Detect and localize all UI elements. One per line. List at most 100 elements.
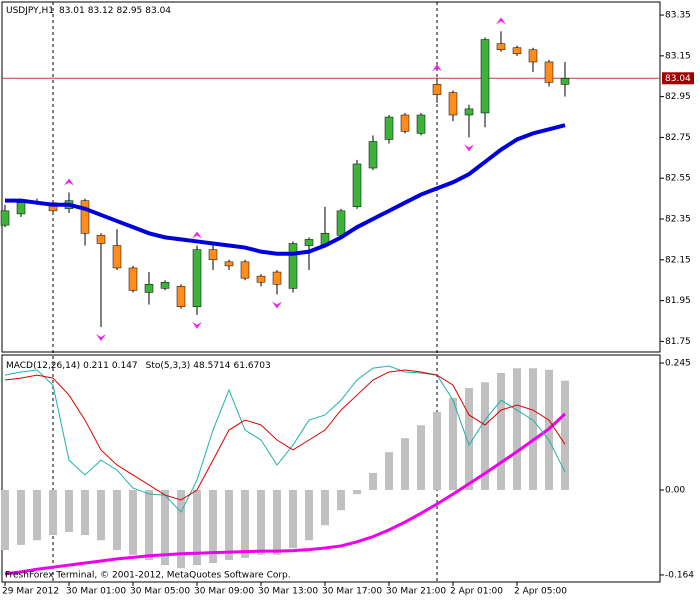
candle-body bbox=[240, 261, 250, 279]
histogram-bar bbox=[129, 489, 137, 555]
histogram-bar bbox=[1, 489, 9, 551]
histogram-bar bbox=[145, 489, 153, 560]
candle-body bbox=[80, 200, 90, 234]
candle-body bbox=[96, 235, 106, 244]
histogram-bar bbox=[561, 380, 569, 490]
stochastic-line bbox=[4, 369, 566, 501]
histogram-bar bbox=[529, 368, 537, 490]
x-tick-label: 30 Mar 17:00 bbox=[322, 587, 382, 597]
y-tick-label: 82.55 bbox=[665, 174, 691, 184]
candle-body bbox=[304, 239, 314, 246]
histogram-bar bbox=[513, 368, 521, 490]
fractal-down bbox=[272, 301, 282, 309]
histogram-bar bbox=[465, 387, 473, 490]
histogram-bar bbox=[369, 472, 377, 490]
histogram-bar bbox=[209, 489, 217, 564]
fractal-down bbox=[96, 334, 106, 342]
candle-body bbox=[192, 249, 202, 307]
candle-body bbox=[368, 141, 378, 169]
main-panel bbox=[1, 1, 661, 353]
histogram-bar bbox=[113, 489, 121, 551]
histogram-bar bbox=[481, 382, 489, 490]
x-tick-label: 30 Mar 09:00 bbox=[194, 587, 254, 597]
fractal-up bbox=[192, 231, 202, 239]
x-tick-label: 2 Apr 05:00 bbox=[514, 587, 567, 597]
y-tick-label: 83.15 bbox=[665, 51, 691, 61]
histogram-bar bbox=[225, 489, 233, 560]
candle-body bbox=[256, 275, 266, 283]
histogram-bar bbox=[65, 489, 73, 532]
sto-title: Sto(5,3,3) bbox=[146, 361, 191, 371]
fractal-down bbox=[192, 321, 202, 329]
histogram-bar bbox=[449, 397, 457, 490]
y-tick-label: 82.75 bbox=[665, 133, 691, 143]
x-tick-label: 30 Mar 05:00 bbox=[130, 587, 190, 597]
histogram-bar bbox=[385, 452, 393, 490]
moving-average bbox=[5, 123, 566, 256]
histogram-bar bbox=[497, 372, 505, 490]
quote: 83.01 bbox=[59, 6, 85, 16]
x-tick-label: 30 Mar 01:00 bbox=[66, 587, 126, 597]
candle-body bbox=[16, 202, 26, 215]
candle-body bbox=[464, 108, 474, 116]
quote: 83.12 bbox=[88, 6, 114, 16]
candle-body bbox=[176, 286, 186, 307]
y-tick-label: 81.95 bbox=[665, 296, 691, 306]
candle-body bbox=[544, 61, 554, 83]
sto-value: 48.5714 bbox=[193, 361, 230, 371]
candle-body bbox=[384, 116, 394, 140]
histogram-bar bbox=[97, 489, 105, 541]
histogram-bar bbox=[289, 489, 297, 549]
macd-value: 0.147 bbox=[112, 361, 138, 371]
stochastic-line bbox=[4, 365, 566, 513]
candle-body bbox=[112, 245, 122, 269]
y-tick-label: -0.164 bbox=[665, 570, 694, 580]
candle-body bbox=[288, 243, 298, 289]
candle-body bbox=[224, 261, 234, 267]
candle-body bbox=[336, 210, 346, 236]
candle-body bbox=[0, 210, 10, 226]
y-tick-label: 82.35 bbox=[665, 215, 691, 225]
candle-body bbox=[272, 271, 282, 285]
chart-header: USDJPY,H1 83.01 83.12 82.95 83.04 bbox=[6, 6, 171, 16]
histogram-bar bbox=[241, 489, 249, 558]
histogram-bar bbox=[401, 438, 409, 490]
fractal-up bbox=[64, 178, 74, 186]
candle-body bbox=[400, 114, 410, 132]
quote: 82.95 bbox=[117, 6, 143, 16]
fractal-down bbox=[464, 144, 474, 152]
footer: FreshForex Terminal, © 2001-2012, MetaQu… bbox=[5, 571, 291, 581]
symbol: USDJPY,H1 bbox=[6, 6, 54, 16]
macd-title: MACD(12,26,14) bbox=[6, 361, 80, 371]
candle-body bbox=[352, 163, 362, 208]
histogram-bar bbox=[33, 489, 41, 541]
candle-body bbox=[560, 78, 570, 85]
histogram-bar bbox=[305, 489, 313, 541]
histogram-bar bbox=[161, 489, 169, 566]
y-tick-label: 0.00 bbox=[665, 485, 685, 495]
histogram-bar bbox=[433, 411, 441, 490]
histogram-bar bbox=[193, 489, 201, 566]
bid-label: 83.04 bbox=[665, 74, 691, 84]
x-tick-label: 29 Mar 2012 bbox=[2, 587, 59, 597]
histogram-bar bbox=[49, 489, 57, 536]
y-tick-label: 81.75 bbox=[665, 337, 691, 347]
candle-body bbox=[48, 202, 58, 212]
bid-label-box bbox=[662, 72, 694, 85]
signal-line bbox=[4, 412, 567, 576]
x-tick-label: 2 Apr 01:00 bbox=[450, 587, 503, 597]
histogram-bar bbox=[17, 489, 25, 545]
candle-body bbox=[128, 267, 138, 291]
y-tick-label: 0.245 bbox=[665, 359, 691, 369]
histogram-bar bbox=[353, 489, 361, 495]
histogram-bar bbox=[257, 489, 265, 555]
histogram-bar bbox=[417, 425, 425, 490]
candle-body bbox=[496, 43, 506, 50]
histogram-bar bbox=[273, 489, 281, 555]
histogram-bar bbox=[337, 489, 345, 511]
y-tick-label: 82.15 bbox=[665, 255, 691, 265]
indicator-header: MACD(12,26,14) 0.211 0.147 Sto(5,3,3) 48.571… bbox=[6, 361, 271, 371]
candle-body bbox=[416, 114, 426, 134]
candle-body bbox=[512, 47, 522, 55]
candle-body bbox=[432, 84, 442, 95]
